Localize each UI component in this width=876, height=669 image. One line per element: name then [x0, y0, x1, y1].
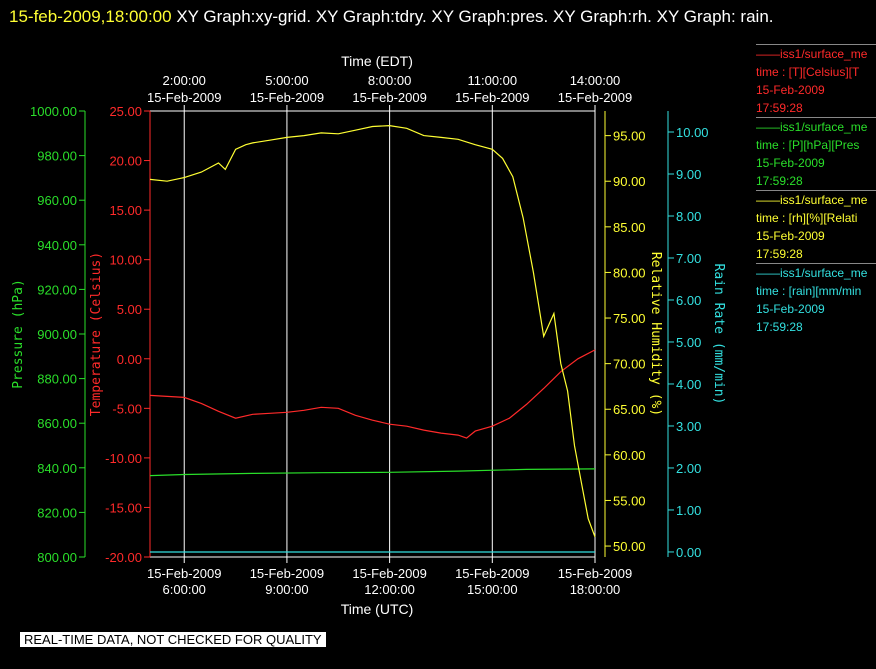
- rh-tick-label: 50.00: [613, 539, 646, 554]
- tdry-tick-label: -15.00: [105, 500, 142, 515]
- rain-tick-label: 7.00: [676, 251, 701, 266]
- x-tick-date-edt: 15-Feb-2009: [250, 90, 324, 105]
- x-tick-time-utc: 18:00:00: [570, 582, 621, 597]
- rain-tick-label: 10.00: [676, 125, 709, 140]
- rh-tick-label: 75.00: [613, 311, 646, 326]
- legend-date: 15-Feb-2009: [756, 83, 825, 97]
- rh-axis-label: Relative Humidity (%): [648, 252, 663, 416]
- x-tick-time-utc: 12:00:00: [364, 582, 415, 597]
- pres-tick-label: 960.00: [37, 193, 77, 208]
- x-tick-date-edt: 15-Feb-2009: [352, 90, 426, 105]
- x-tick-time-edt: 2:00:00: [163, 73, 206, 88]
- legend-series-name: ——iss1/surface_me: [756, 47, 868, 61]
- x-tick-date-edt: 15-Feb-2009: [455, 90, 529, 105]
- x-tick-time-utc: 6:00:00: [163, 582, 206, 597]
- tdry-series-line: [149, 349, 596, 439]
- rain-tick-label: 4.00: [676, 377, 701, 392]
- x-tick-date-edt: 15-Feb-2009: [147, 90, 221, 105]
- tdry-tick-label: -20.00: [105, 550, 142, 565]
- x-tick-date-edt: 15-Feb-2009: [558, 90, 632, 105]
- rain-tick-label: 2.00: [676, 461, 701, 476]
- rh-tick-label: 70.00: [613, 357, 646, 372]
- legend-variable: time : [rain][mm/min: [756, 284, 862, 298]
- rain-tick-label: 9.00: [676, 167, 701, 182]
- rh-series-line: [149, 124, 596, 538]
- tdry-axis-label: Temperature (Celsius): [89, 252, 104, 416]
- legend-date: 15-Feb-2009: [756, 302, 825, 316]
- tdry-tick-label: 25.00: [109, 104, 142, 119]
- x-tick-time-edt: 8:00:00: [368, 73, 411, 88]
- rh-tick-label: 60.00: [613, 448, 646, 463]
- pres-tick-label: 900.00: [37, 327, 77, 342]
- tdry-tick-label: -10.00: [105, 451, 142, 466]
- rh-tick-label: 80.00: [613, 265, 646, 280]
- x-tick-time-edt: 11:00:00: [467, 73, 517, 88]
- timestamp: 15-feb-2009,18:00:00: [9, 7, 172, 26]
- legend-variable: time : [P][hPa][Pres: [756, 138, 860, 152]
- tdry-tick-label: 20.00: [109, 154, 142, 169]
- rh-tick-label: 55.00: [613, 493, 646, 508]
- pres-tick-label: 800.00: [37, 550, 77, 565]
- rain-tick-label: 8.00: [676, 209, 701, 224]
- legend-series-name: ——iss1/surface_me: [756, 193, 868, 207]
- legend-variable: time : [rh][%][Relati: [756, 211, 858, 225]
- x-tick-time-edt: 5:00:00: [265, 73, 308, 88]
- rain-tick-label: 0.00: [676, 545, 701, 560]
- legend: ——iss1/surface_me time : [T][Celsius][T 15…: [756, 44, 876, 336]
- x-tick-date-utc: 15-Feb-2009: [250, 566, 324, 581]
- legend-variable: time : [T][Celsius][T: [756, 65, 860, 79]
- legend-time: 17:59:28: [756, 174, 803, 188]
- pres-tick-label: 840.00: [37, 461, 77, 476]
- legend-time: 17:59:28: [756, 320, 803, 334]
- quality-notice: REAL-TIME DATA, NOT CHECKED FOR QUALITY: [20, 632, 326, 647]
- x-axis-label-top: Time (EDT): [341, 53, 413, 69]
- rain-tick-label: 6.00: [676, 293, 701, 308]
- pres-tick-label: 1000.00: [30, 104, 77, 119]
- tdry-tick-label: -5.00: [112, 401, 142, 416]
- pres-tick-label: 880.00: [37, 372, 77, 387]
- x-axis-label-bottom: Time (UTC): [341, 601, 414, 617]
- legend-time: 17:59:28: [756, 247, 803, 261]
- legend-series-name: ——iss1/surface_me: [756, 120, 868, 134]
- rh-tick-label: 85.00: [613, 220, 646, 235]
- rain-tick-label: 3.00: [676, 419, 701, 434]
- rh-tick-label: 65.00: [613, 402, 646, 417]
- x-tick-date-utc: 15-Feb-2009: [455, 566, 529, 581]
- tdry-tick-label: 0.00: [117, 352, 142, 367]
- legend-series-name: ——iss1/surface_me: [756, 266, 868, 280]
- x-tick-time-utc: 9:00:00: [265, 582, 308, 597]
- pres-tick-label: 940.00: [37, 238, 77, 253]
- legend-date: 15-Feb-2009: [756, 229, 825, 243]
- graph-title: 15-feb-2009,18:00:00 XY Graph:xy-grid. X…: [9, 3, 869, 30]
- x-tick-date-utc: 15-Feb-2009: [352, 566, 426, 581]
- rain-axis-label: Rain Rate (mm/min): [711, 264, 726, 405]
- tdry-tick-label: 15.00: [109, 203, 142, 218]
- rain-tick-label: 5.00: [676, 335, 701, 350]
- legend-time: 17:59:28: [756, 101, 803, 115]
- pres-series-line: [149, 468, 596, 477]
- pres-tick-label: 980.00: [37, 149, 77, 164]
- plot-frame: [149, 110, 596, 558]
- graph-list: XY Graph:xy-grid. XY Graph:tdry. XY Grap…: [171, 7, 774, 26]
- x-tick-date-utc: 15-Feb-2009: [147, 566, 221, 581]
- pres-tick-label: 920.00: [37, 282, 77, 297]
- x-tick-time-edt: 14:00:00: [570, 73, 621, 88]
- tdry-tick-label: 5.00: [117, 302, 142, 317]
- rain-tick-label: 1.00: [676, 503, 701, 518]
- rh-tick-label: 90.00: [613, 174, 646, 189]
- legend-date: 15-Feb-2009: [756, 156, 825, 170]
- x-tick-date-utc: 15-Feb-2009: [558, 566, 632, 581]
- pres-tick-label: 860.00: [37, 416, 77, 431]
- pres-axis-label: Pressure (hPa): [11, 279, 26, 389]
- pres-tick-label: 820.00: [37, 505, 77, 520]
- tdry-tick-label: 10.00: [109, 253, 142, 268]
- rh-tick-label: 95.00: [613, 129, 646, 144]
- x-tick-time-utc: 15:00:00: [467, 582, 518, 597]
